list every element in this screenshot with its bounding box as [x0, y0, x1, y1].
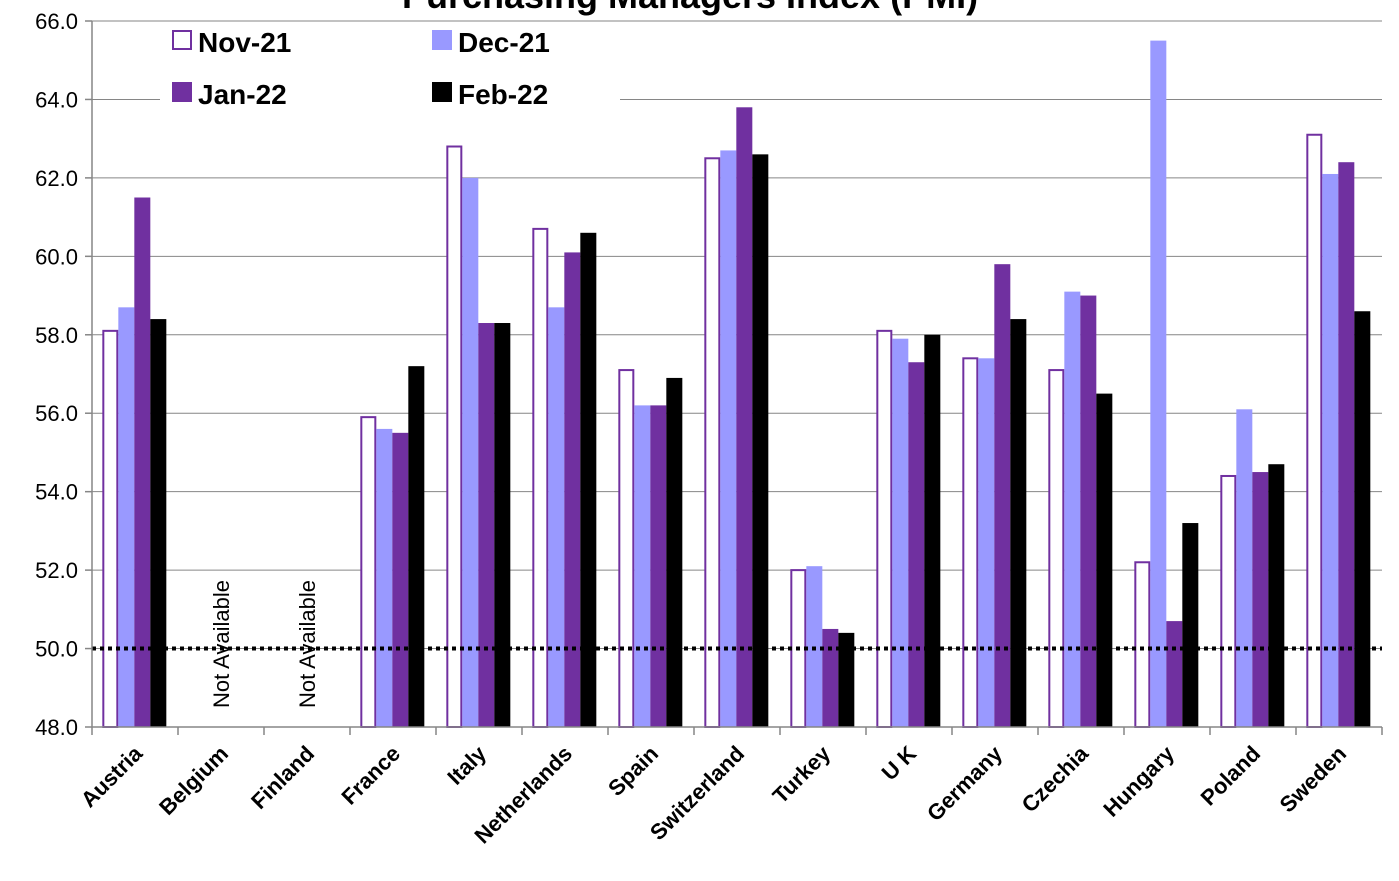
bar-feb-22-hungary [1182, 523, 1199, 727]
bar-jan-22-france [392, 432, 409, 727]
chart-title: Purchasing Managers Index (PMI) [402, 0, 978, 16]
legend-background [160, 24, 620, 124]
bar-feb-22-czechia [1096, 393, 1113, 727]
y-tick-label: 62.0 [35, 166, 78, 191]
not-available-label: Not Available [209, 580, 234, 708]
x-category-label: Italy [442, 740, 491, 789]
bar-nov-21-u-k [876, 329, 893, 728]
y-tick-label: 48.0 [35, 715, 78, 740]
bar-nov-21-sweden [1306, 133, 1323, 728]
not-available-label: Not Available [295, 580, 320, 708]
y-tick-label: 52.0 [35, 558, 78, 583]
bar-feb-22-u-k [924, 334, 941, 727]
bar-nov-21-germany [962, 357, 979, 728]
legend: Nov-21 Dec-21 Jan-22 Feb-22 [160, 24, 620, 124]
x-category-label: U K [877, 741, 922, 786]
y-axis-ticks: 48.0 50.0 52.0 54.0 56.0 58.0 60.0 62.0 64.0 66.0 [35, 9, 92, 740]
bar-feb-22-turkey [838, 632, 855, 727]
x-category-label: Turkey [768, 740, 836, 808]
x-category-label: Belgium [154, 741, 233, 820]
y-tick-label: 66.0 [35, 9, 78, 34]
bar-dec-21-hungary [1150, 40, 1167, 728]
x-category-label: Hungary [1098, 740, 1179, 821]
x-category-label: Austria [76, 740, 148, 812]
legend-swatch-jan-22 [172, 82, 192, 102]
bar-jan-22-turkey [822, 628, 839, 727]
bar-nov-21-hungary [1134, 561, 1151, 728]
x-category-label: Germany [922, 740, 1008, 826]
bar-jan-22-u-k [908, 362, 925, 727]
legend-label-feb-22: Feb-22 [458, 79, 548, 110]
y-tick-label: 60.0 [35, 244, 78, 269]
not-available-labels: Not Available Not Available [209, 580, 320, 708]
bar-dec-21-sweden [1322, 173, 1339, 727]
bar-nov-21-netherlands [532, 227, 549, 728]
y-tick-label: 64.0 [35, 87, 78, 112]
bar-nov-21-czechia [1048, 369, 1065, 728]
bar-dec-21-switzerland [720, 150, 737, 727]
legend-label-jan-22: Jan-22 [198, 79, 287, 110]
bar-dec-21-poland [1236, 409, 1253, 727]
bar-dec-21-austria [118, 307, 135, 727]
legend-swatch-feb-22 [432, 82, 452, 102]
bar-feb-22-germany [1010, 319, 1027, 727]
bar-jan-22-italy [478, 323, 495, 727]
bar-nov-21-italy [446, 145, 463, 728]
bar-jan-22-netherlands [564, 252, 581, 727]
bar-jan-22-poland [1252, 472, 1269, 727]
bar-dec-21-netherlands [548, 307, 565, 727]
x-category-label: France [336, 741, 405, 810]
bar-nov-21-poland [1220, 474, 1237, 728]
bars [102, 40, 1371, 728]
bar-nov-21-austria [102, 329, 119, 728]
bar-nov-21-switzerland [704, 157, 721, 728]
y-tick-label: 58.0 [35, 323, 78, 348]
bar-jan-22-germany [994, 264, 1011, 727]
legend-label-nov-21: Nov-21 [198, 27, 291, 58]
bar-dec-21-germany [978, 358, 995, 727]
bar-dec-21-spain [634, 405, 651, 727]
bar-jan-22-austria [134, 197, 151, 727]
bar-dec-21-france [376, 428, 393, 727]
bar-feb-22-spain [666, 377, 683, 727]
bar-nov-21-france [360, 416, 377, 728]
not-available-text: Not Available [209, 580, 234, 708]
legend-swatch-nov-21 [172, 30, 192, 50]
bar-feb-22-switzerland [752, 154, 769, 727]
bar-feb-22-sweden [1354, 311, 1371, 727]
bar-dec-21-u-k [892, 338, 909, 727]
bar-feb-22-italy [494, 323, 511, 727]
bar-dec-21-czechia [1064, 291, 1081, 727]
bar-feb-22-poland [1268, 464, 1285, 727]
bar-jan-22-hungary [1166, 621, 1183, 727]
x-category-label: Sweden [1275, 741, 1351, 817]
y-tick-label: 54.0 [35, 480, 78, 505]
bar-nov-21-spain [618, 369, 635, 728]
bar-feb-22-austria [150, 319, 167, 727]
legend-swatch-dec-21 [432, 30, 452, 50]
x-category-label: Spain [603, 741, 663, 801]
not-available-text: Not Available [295, 580, 320, 708]
bar-jan-22-czechia [1080, 295, 1097, 727]
legend-label-dec-21: Dec-21 [458, 27, 550, 58]
bar-jan-22-sweden [1338, 162, 1355, 727]
x-category-label: Finland [246, 741, 319, 814]
bar-jan-22-switzerland [736, 107, 753, 728]
bar-feb-22-france [408, 366, 425, 727]
y-tick-label: 50.0 [35, 637, 78, 662]
bar-feb-22-netherlands [580, 232, 597, 728]
axes [91, 21, 1383, 735]
bar-jan-22-spain [650, 405, 667, 727]
y-tick-label: 56.0 [35, 401, 78, 426]
x-category-label: Czechia [1017, 740, 1094, 817]
bar-dec-21-italy [462, 177, 479, 727]
x-category-label: Poland [1196, 741, 1266, 811]
x-axis-labels: Austria Belgium Finland France ItalyNetherla… [76, 740, 1351, 848]
